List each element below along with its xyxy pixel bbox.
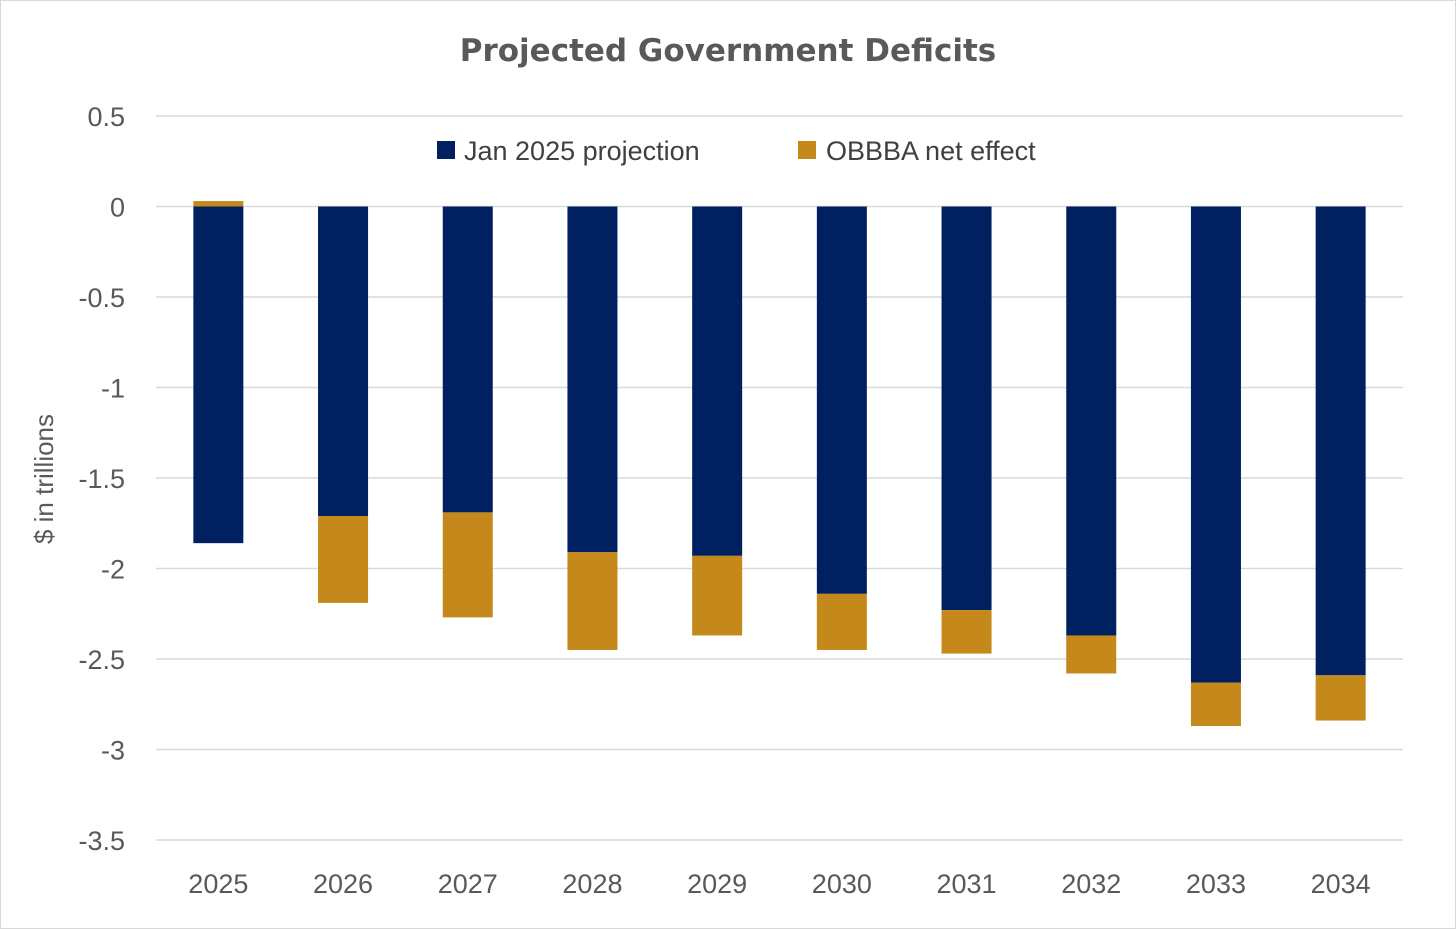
- bar-jan-2025-projection-2030: [816, 206, 867, 594]
- bar-obbba-net-effect-2029: [692, 555, 743, 636]
- chart-title: Projected Government Deficits: [460, 33, 997, 69]
- bar-obbba-net-effect-2026: [318, 516, 369, 603]
- x-tick-label-2033: 2033: [1186, 869, 1246, 899]
- bar-jan-2025-projection-2027: [442, 206, 493, 513]
- bar-jan-2025-projection-2025: [193, 206, 244, 544]
- bar-jan-2025-projection-2029: [692, 206, 743, 556]
- bar-jan-2025-projection-2032: [1066, 206, 1117, 636]
- y-tick-label: -1: [101, 374, 125, 404]
- y-tick-label: -1.5: [78, 464, 125, 494]
- legend-label-obbba-net-effect: OBBBA net effect: [826, 136, 1036, 166]
- x-tick-label-2026: 2026: [313, 869, 373, 899]
- bars: [193, 201, 1366, 726]
- legend-swatch-obbba-net-effect: [798, 141, 816, 159]
- x-tick-label-2032: 2032: [1061, 869, 1121, 899]
- y-tick-label: 0.5: [87, 102, 125, 132]
- y-tick-label: -2: [101, 555, 125, 585]
- bar-obbba-net-effect-2028: [567, 552, 618, 650]
- bar-jan-2025-projection-2033: [1190, 206, 1241, 683]
- y-tick-label: 0: [110, 193, 125, 223]
- y-tick-label: -3.5: [78, 826, 125, 856]
- bar-jan-2025-projection-2026: [318, 206, 369, 517]
- y-axis-label: $ in trillions: [29, 414, 59, 544]
- bar-jan-2025-projection-2034: [1315, 206, 1366, 676]
- x-tick-label-2025: 2025: [188, 869, 248, 899]
- bar-obbba-net-effect-2030: [816, 593, 867, 650]
- x-tick-label-2027: 2027: [438, 869, 498, 899]
- x-tick-label-2028: 2028: [562, 869, 622, 899]
- bar-jan-2025-projection-2028: [567, 206, 618, 553]
- bar-obbba-net-effect-2025: [193, 201, 244, 207]
- x-axis-ticks: 2025 2026 2027 2028 2029 2030 2031 2032 2033 2034: [188, 869, 1370, 899]
- legend-label-jan-2025-projection: Jan 2025 projection: [464, 136, 700, 166]
- bar-obbba-net-effect-2033: [1190, 682, 1241, 726]
- legend-swatch-jan-2025-projection: [437, 141, 455, 159]
- bar-obbba-net-effect-2032: [1066, 635, 1117, 674]
- x-tick-label-2030: 2030: [812, 869, 872, 899]
- bar-obbba-net-effect-2031: [941, 610, 992, 654]
- x-tick-label-2034: 2034: [1311, 869, 1371, 899]
- y-tick-label: -2.5: [78, 645, 125, 675]
- x-tick-label-2029: 2029: [687, 869, 747, 899]
- bar-obbba-net-effect-2027: [442, 512, 493, 618]
- y-tick-label: -0.5: [78, 283, 125, 313]
- x-tick-label-2031: 2031: [937, 869, 997, 899]
- legend: Jan 2025 projection OBBBA net effect: [437, 136, 1036, 166]
- bar-obbba-net-effect-2034: [1315, 675, 1366, 721]
- y-axis-ticks: 0.5 0 -0.5 -1 -1.5 -2 -2.5 -3 -3.5: [78, 102, 125, 856]
- bar-jan-2025-projection-2031: [941, 206, 992, 611]
- y-tick-label: -3: [101, 736, 125, 766]
